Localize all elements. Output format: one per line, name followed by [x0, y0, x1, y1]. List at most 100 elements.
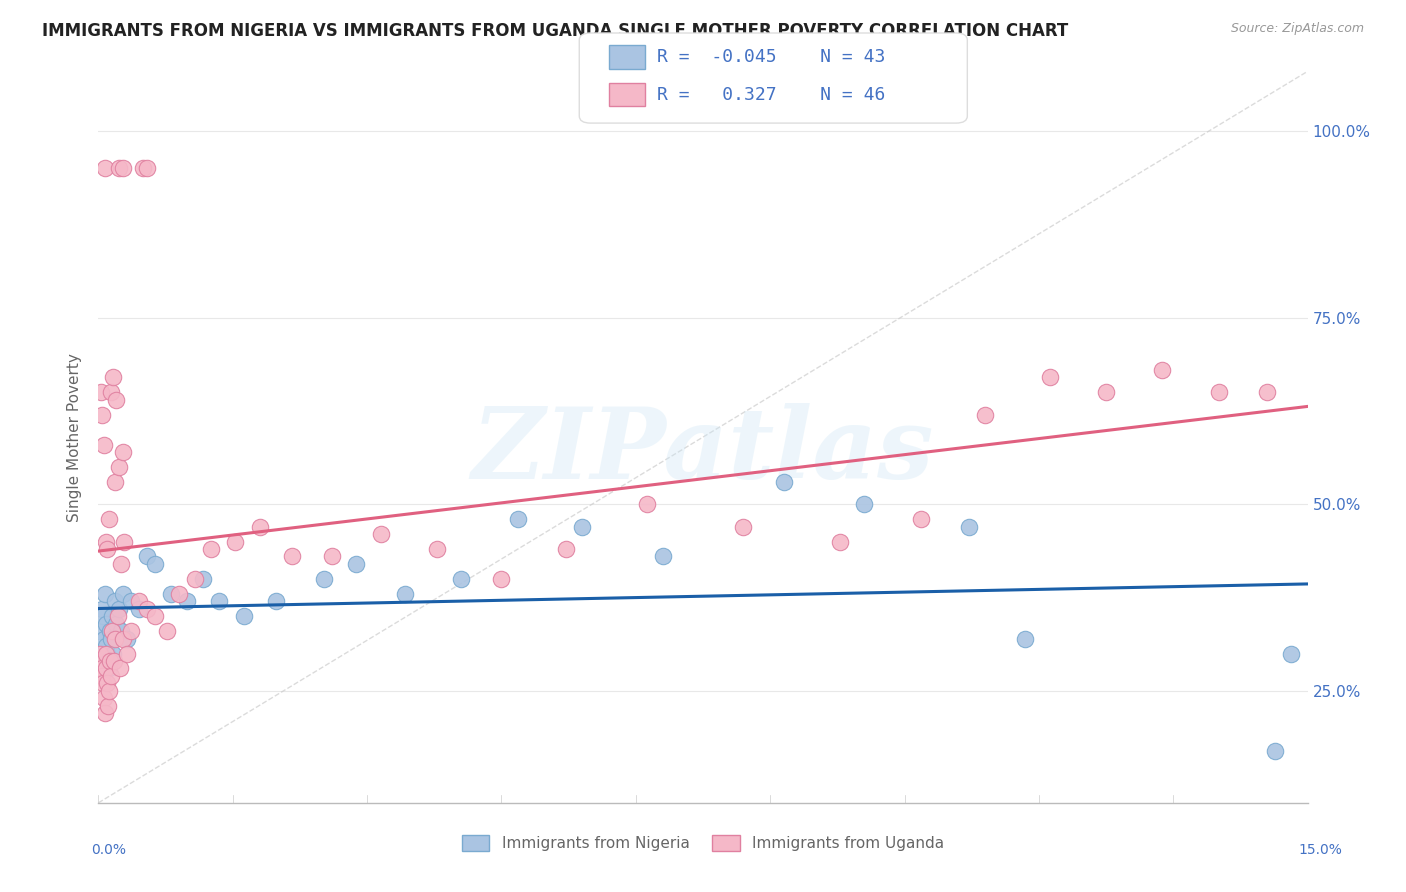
- Point: [93, 437, 115, 451]
- Point: [232, 609, 254, 624]
- Point: [128, 601, 150, 615]
- Point: [636, 497, 658, 511]
- Point: [1264, 743, 1286, 757]
- Point: [571, 519, 593, 533]
- Point: [160, 587, 183, 601]
- Legend: Immigrants from Nigeria, Immigrants from Uganda: Immigrants from Nigeria, Immigrants from…: [456, 830, 950, 857]
- Point: [1014, 632, 1036, 646]
- Point: [90, 601, 112, 615]
- Point: [135, 549, 157, 564]
- Point: [94, 706, 117, 721]
- Point: [828, 534, 851, 549]
- Point: [94, 534, 117, 549]
- Point: [93, 691, 115, 706]
- Point: [1039, 370, 1062, 384]
- Point: [96, 647, 118, 661]
- Point: [91, 609, 114, 624]
- Point: [91, 408, 114, 422]
- Point: [249, 519, 271, 533]
- Y-axis label: Single Mother Poverty: Single Mother Poverty: [67, 352, 83, 522]
- Point: [104, 632, 127, 646]
- Point: [176, 594, 198, 608]
- Point: [1152, 363, 1174, 377]
- Point: [96, 647, 118, 661]
- Point: [110, 624, 132, 639]
- Text: Source: ZipAtlas.com: Source: ZipAtlas.com: [1230, 22, 1364, 36]
- Point: [370, 527, 392, 541]
- Point: [974, 408, 997, 422]
- Point: [491, 572, 513, 586]
- Point: [394, 587, 416, 601]
- Point: [957, 519, 980, 533]
- Point: [143, 609, 166, 624]
- Point: [1208, 385, 1230, 400]
- Point: [97, 698, 120, 713]
- Point: [94, 587, 117, 601]
- Point: [111, 445, 134, 459]
- Point: [344, 557, 367, 571]
- Point: [94, 161, 117, 176]
- Point: [135, 161, 157, 176]
- Text: 15.0%: 15.0%: [1299, 843, 1343, 857]
- Text: ZIPatlas: ZIPatlas: [472, 403, 934, 500]
- Point: [111, 161, 134, 176]
- Point: [96, 542, 118, 557]
- Point: [96, 639, 118, 653]
- Point: [97, 512, 120, 526]
- Point: [94, 616, 117, 631]
- Point: [910, 512, 932, 526]
- Point: [97, 654, 120, 668]
- Point: [98, 654, 121, 668]
- Point: [101, 624, 124, 639]
- Point: [1095, 385, 1118, 400]
- Point: [90, 661, 112, 675]
- Point: [110, 557, 132, 571]
- Point: [184, 572, 207, 586]
- Point: [96, 676, 118, 690]
- Point: [772, 475, 794, 489]
- Point: [90, 385, 112, 400]
- Point: [112, 534, 135, 549]
- Point: [450, 572, 472, 586]
- Point: [115, 632, 138, 646]
- Point: [100, 385, 122, 400]
- Point: [506, 512, 529, 526]
- Point: [107, 161, 129, 176]
- Point: [100, 669, 122, 683]
- Point: [111, 632, 134, 646]
- Point: [281, 549, 304, 564]
- Point: [98, 624, 121, 639]
- Point: [105, 392, 128, 407]
- Text: 0.0%: 0.0%: [91, 843, 127, 857]
- Point: [143, 557, 166, 571]
- Point: [111, 587, 134, 601]
- Point: [224, 534, 246, 549]
- Point: [101, 609, 124, 624]
- Point: [120, 594, 142, 608]
- Point: [853, 497, 876, 511]
- Point: [105, 616, 128, 631]
- Point: [167, 587, 190, 601]
- Point: [156, 624, 179, 639]
- Point: [94, 661, 117, 675]
- Point: [1256, 385, 1278, 400]
- Text: IMMIGRANTS FROM NIGERIA VS IMMIGRANTS FROM UGANDA SINGLE MOTHER POVERTY CORRELAT: IMMIGRANTS FROM NIGERIA VS IMMIGRANTS FR…: [42, 22, 1069, 40]
- Point: [128, 594, 150, 608]
- Point: [135, 601, 157, 615]
- Point: [1281, 647, 1303, 661]
- Point: [132, 161, 155, 176]
- Point: [97, 683, 120, 698]
- Text: R =   0.327    N = 46: R = 0.327 N = 46: [657, 86, 884, 103]
- Point: [89, 647, 111, 661]
- Point: [651, 549, 673, 564]
- Point: [107, 601, 129, 615]
- Point: [555, 542, 578, 557]
- Point: [107, 459, 129, 474]
- Point: [107, 609, 129, 624]
- Point: [193, 572, 215, 586]
- Text: R =  -0.045    N = 43: R = -0.045 N = 43: [657, 48, 884, 66]
- Point: [89, 624, 111, 639]
- Point: [93, 632, 115, 646]
- Point: [426, 542, 449, 557]
- Point: [91, 676, 114, 690]
